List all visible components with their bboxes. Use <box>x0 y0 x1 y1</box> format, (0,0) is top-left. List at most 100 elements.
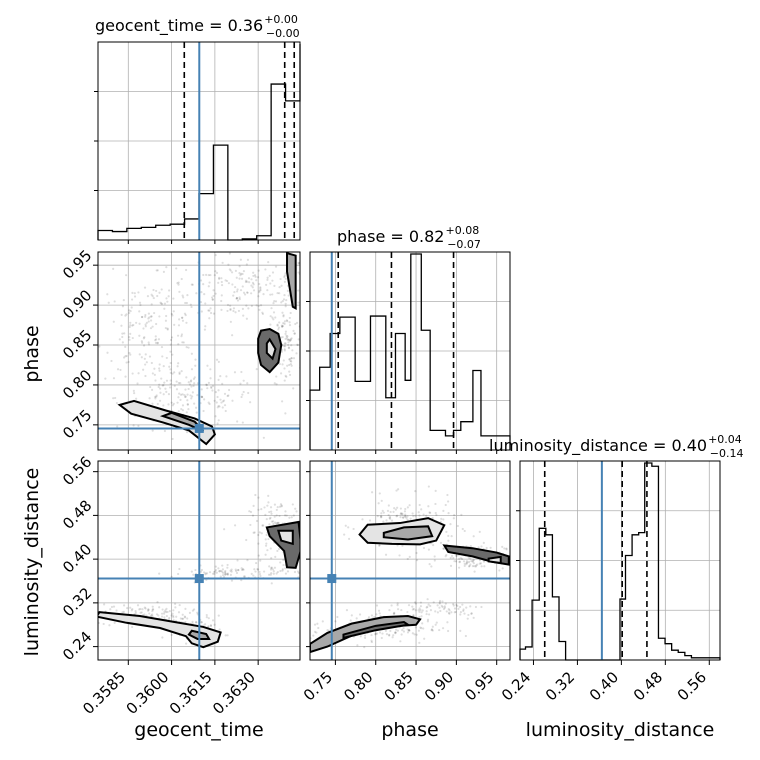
sample-point <box>113 300 116 303</box>
sample-point <box>270 307 273 310</box>
sample-point <box>381 509 384 512</box>
sample-point <box>302 544 304 546</box>
sample-point <box>219 575 222 578</box>
sample-point <box>399 507 402 510</box>
sample-point <box>186 399 189 402</box>
x-tick-label: 0.3600 <box>123 668 173 718</box>
sample-point <box>421 622 424 625</box>
sample-point <box>190 385 193 388</box>
sample-point <box>327 295 329 297</box>
sample-point <box>227 394 230 397</box>
panel-frame <box>519 460 721 661</box>
sample-point <box>163 610 166 613</box>
sample-point <box>207 617 210 620</box>
sample-point <box>517 557 519 559</box>
sample-point <box>296 343 299 346</box>
sample-point <box>204 572 207 575</box>
sample-point <box>414 601 417 604</box>
sample-point <box>393 507 396 510</box>
sample-point <box>253 274 257 277</box>
sample-point <box>107 301 110 304</box>
sample-point <box>215 358 219 361</box>
sample-point <box>297 261 300 264</box>
density-contour <box>277 529 294 546</box>
pair-panel-phase-luminosity_distance: 0.75 0.80 0.85 0.90 0.95 <box>297 460 519 704</box>
sample-point <box>310 295 312 297</box>
sample-point <box>220 280 223 284</box>
sample-point <box>236 559 239 562</box>
sample-point <box>254 570 257 573</box>
sample-point <box>284 272 287 275</box>
sample-point <box>209 624 213 627</box>
sample-point <box>283 322 286 325</box>
sample-point <box>228 252 231 255</box>
sample-point <box>485 546 488 550</box>
sample-point <box>287 347 291 350</box>
sample-point <box>402 516 405 519</box>
sample-point <box>161 302 164 306</box>
sample-point <box>215 271 219 274</box>
sample-point <box>128 309 131 312</box>
sample-point <box>220 570 224 573</box>
sample-point <box>154 339 157 342</box>
sample-point <box>130 306 133 309</box>
sample-point <box>160 615 164 618</box>
sample-point <box>168 616 171 620</box>
sample-point <box>177 572 180 576</box>
sample-point <box>277 521 280 525</box>
sample-point <box>246 382 249 385</box>
sample-point <box>254 493 257 497</box>
sample-point <box>297 628 299 630</box>
sample-point <box>459 556 462 560</box>
sample-point <box>223 404 227 407</box>
sample-point <box>388 634 391 637</box>
sample-point <box>456 604 459 608</box>
sample-point <box>170 336 174 339</box>
sample-point <box>242 269 246 273</box>
sample-point <box>114 396 117 400</box>
sample-point <box>461 557 464 561</box>
sample-point <box>132 424 135 427</box>
sample-point <box>505 548 508 551</box>
sample-point <box>406 515 409 518</box>
sample-point <box>138 608 141 611</box>
sample-point <box>229 307 232 311</box>
sample-point <box>443 606 446 609</box>
sample-point <box>392 510 395 513</box>
sample-point <box>148 612 151 615</box>
sample-point <box>177 362 180 365</box>
sample-point <box>211 298 214 301</box>
sample-point <box>471 559 475 562</box>
hist-panel-phase <box>306 251 511 454</box>
sample-point <box>184 607 187 610</box>
sample-point <box>200 395 204 399</box>
sample-point <box>255 304 258 307</box>
sample-point <box>270 572 273 575</box>
sample-point <box>282 322 285 325</box>
sample-point <box>171 437 174 441</box>
sample-point <box>185 346 188 349</box>
sample-point <box>293 332 296 335</box>
sample-point <box>321 274 323 276</box>
sample-point <box>186 617 189 620</box>
sample-point <box>240 370 243 374</box>
sample-point <box>422 513 425 516</box>
sample-point <box>226 309 229 313</box>
sample-point <box>411 632 414 635</box>
sample-point <box>261 524 264 527</box>
sample-point <box>144 313 147 317</box>
sample-point <box>112 377 116 380</box>
sample-point <box>170 633 173 637</box>
sample-point <box>281 325 284 328</box>
sample-point <box>267 494 270 497</box>
sample-point <box>295 510 298 513</box>
sample-point <box>108 624 111 627</box>
sample-point <box>169 338 173 342</box>
hist-panel-luminosity_distance: 0.24 0.32 0.40 0.48 0.56 <box>498 460 721 704</box>
sample-point <box>288 338 291 342</box>
sample-point <box>155 269 158 272</box>
sample-point <box>442 607 446 611</box>
sample-point <box>467 613 470 617</box>
sample-point <box>237 569 240 572</box>
sample-point <box>285 336 289 339</box>
